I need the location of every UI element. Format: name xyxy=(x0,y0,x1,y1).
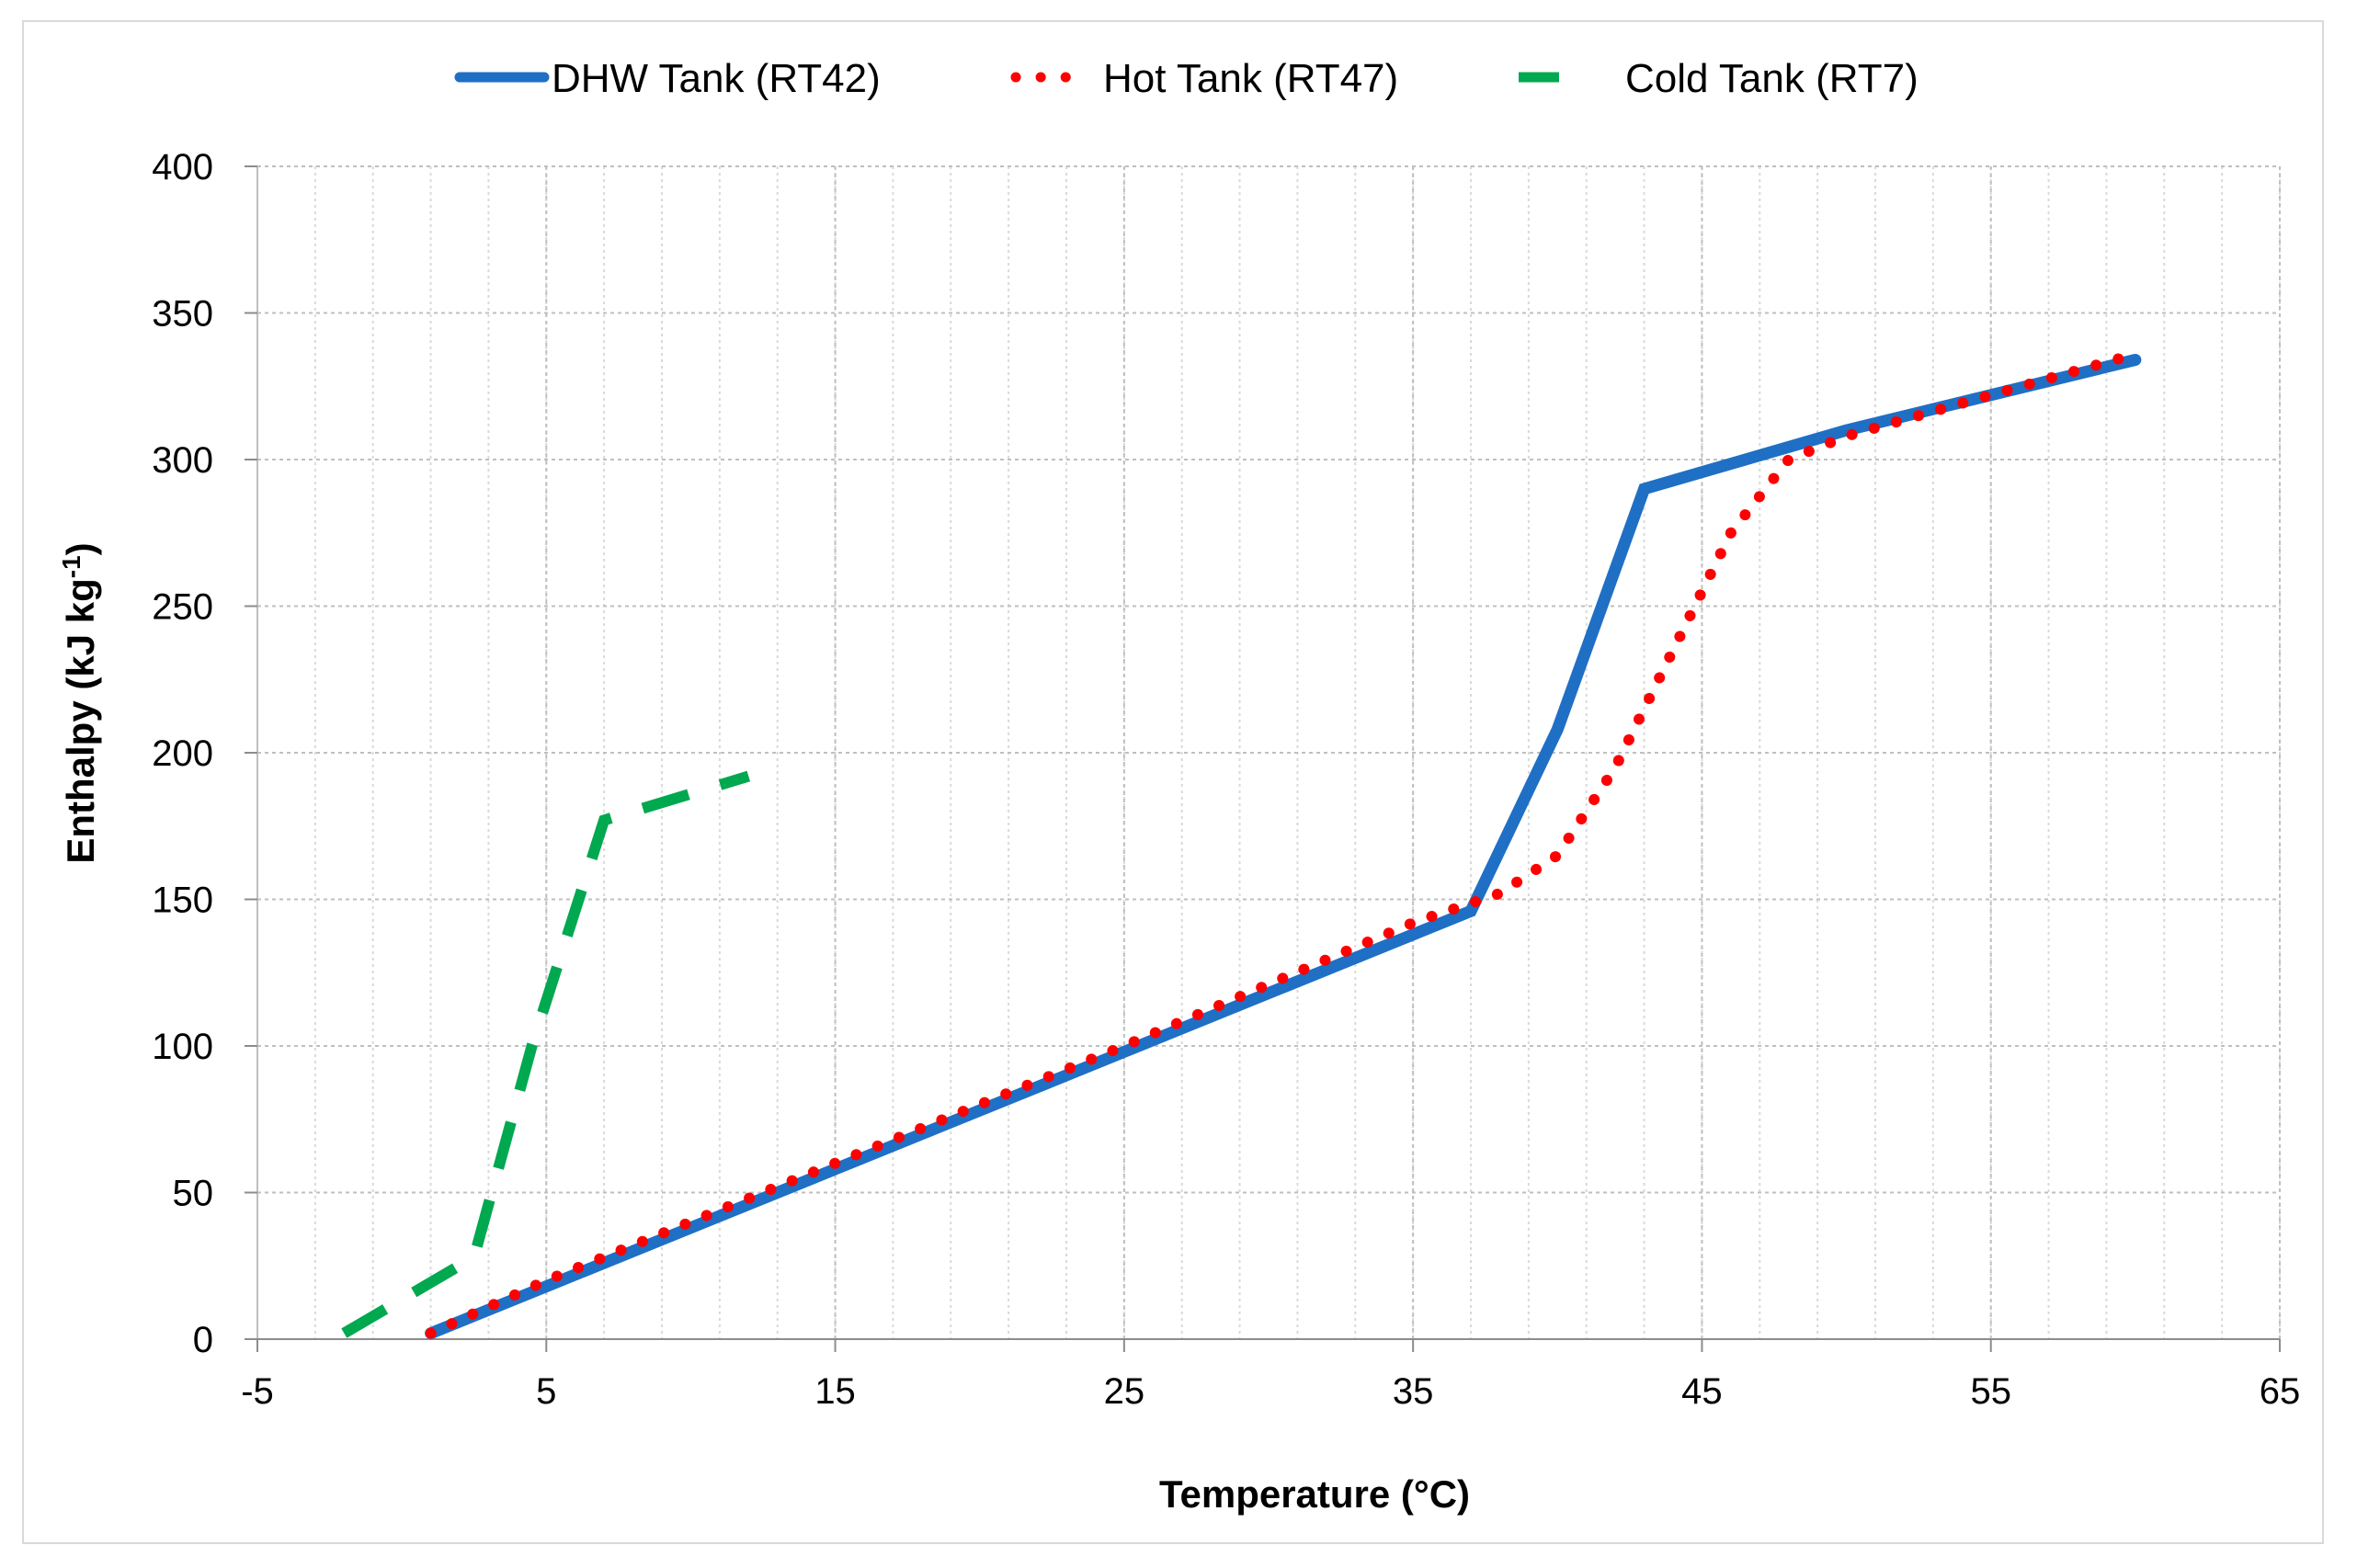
legend-item-hot: Hot Tank (RT47) xyxy=(1010,56,1398,101)
legend-label-dhw: DHW Tank (RT42) xyxy=(552,56,881,101)
series-line-cold-tank xyxy=(341,770,751,1338)
legend-label-cold: Cold Tank (RT7) xyxy=(1625,56,1919,101)
y-tick-label: 200 xyxy=(152,733,213,774)
y-axis-title: Enthalpy (kJ kg-1) xyxy=(57,542,103,863)
y-tick-label: 300 xyxy=(152,440,213,481)
y-tick-label: 0 xyxy=(193,1320,213,1360)
y-tick-label: 350 xyxy=(152,294,213,335)
x-tick-label: 25 xyxy=(1104,1371,1145,1412)
grid xyxy=(256,165,2281,1339)
tick-labels: 0 50 100 150 200 250 300 350 400 -5 5 15 25 35 45 55 65 xyxy=(152,147,2300,1412)
x-axis-title: Temperature (°C) xyxy=(1159,1472,1470,1516)
series-line-dhw-tank xyxy=(425,354,2142,1340)
y-tick-label: 150 xyxy=(152,881,213,921)
y-tick-label: 250 xyxy=(152,587,213,628)
legend-item-dhw: DHW Tank (RT42) xyxy=(454,56,881,101)
x-tick-label: 5 xyxy=(536,1371,556,1412)
x-tick-label: 35 xyxy=(1393,1371,1434,1412)
y-tick-label: 100 xyxy=(152,1027,213,1067)
y-axis-title-main: Enthalpy (kJ kg xyxy=(59,578,102,863)
y-axis-title-close: ) xyxy=(59,542,102,555)
legend: DHW Tank (RT42) Hot Tank (RT47) Cold Tan… xyxy=(454,56,1919,101)
series-group xyxy=(341,348,2142,1340)
axes xyxy=(245,165,2281,1352)
x-tick-label: 55 xyxy=(1970,1371,2011,1412)
y-axis-title-sup: -1 xyxy=(57,555,85,578)
legend-item-cold: Cold Tank (RT7) xyxy=(1519,56,1919,101)
series-line-hot-tank xyxy=(425,348,2141,1339)
y-tick-label: 50 xyxy=(173,1174,214,1214)
legend-label-hot: Hot Tank (RT47) xyxy=(1103,56,1398,101)
x-tick-label: 15 xyxy=(814,1371,856,1412)
y-tick-label: 400 xyxy=(152,147,213,187)
x-tick-label: -5 xyxy=(241,1371,274,1412)
chart-frame xyxy=(22,20,2324,1544)
x-tick-label: 45 xyxy=(1681,1371,1723,1412)
x-tick-label: 65 xyxy=(2260,1371,2301,1412)
